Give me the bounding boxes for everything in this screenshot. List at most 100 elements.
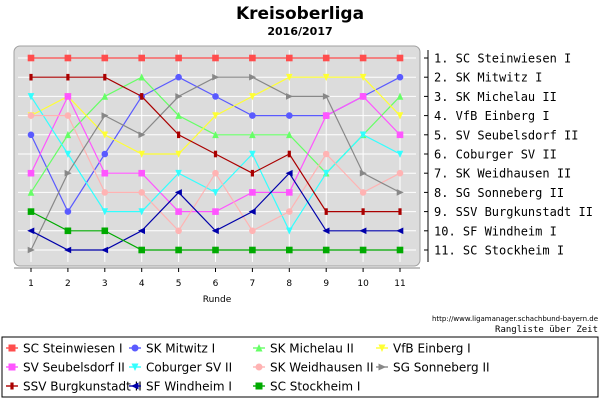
- data-point: [175, 169, 182, 177]
- data-point: [64, 131, 72, 139]
- data-point: [211, 227, 219, 235]
- data-point: [212, 93, 219, 100]
- data-point: [212, 112, 219, 120]
- data-point: [249, 189, 256, 196]
- data-point: [175, 227, 182, 235]
- legend: SC Steinwiesen I SK Mitwitz I SK Michelau …: [6, 342, 490, 394]
- data-point: [101, 208, 109, 216]
- data-point: [359, 227, 367, 235]
- data-point: [286, 54, 293, 62]
- data-point: [140, 93, 144, 100]
- data-point: [359, 93, 367, 100]
- data-point: [249, 246, 256, 254]
- series-8: [27, 73, 404, 254]
- legend-item: SC Steinwiesen I: [6, 342, 123, 356]
- data-point: [286, 131, 293, 139]
- legend-marker: [378, 344, 386, 352]
- data-point: [64, 112, 72, 119]
- data-point: [322, 246, 330, 254]
- data-point: [64, 227, 72, 235]
- legend-marker: [8, 344, 16, 352]
- series-10: [27, 169, 404, 254]
- legend-label: SSV Burgkunstadt II: [23, 380, 142, 394]
- data-point: [138, 54, 145, 62]
- x-tick-label: 1: [28, 279, 34, 289]
- data-point: [27, 188, 35, 196]
- rank-label: 5. SV Seubelsdorf II: [434, 128, 579, 142]
- x-tick-label: 10: [357, 279, 369, 289]
- data-point: [359, 73, 367, 81]
- x-tick-label: 2: [65, 279, 71, 289]
- legend-item: SK Michelau II: [253, 342, 354, 356]
- rank-labels: 1. SC Steinwiesen I 2. SK Mitwitz I 3. S…: [424, 50, 593, 262]
- legend-label: SC Steinwiesen I: [23, 342, 123, 356]
- rank-label: 8. SG Sonneberg II: [434, 186, 564, 200]
- data-point: [249, 227, 256, 235]
- data-point: [322, 93, 330, 100]
- data-point: [286, 227, 293, 235]
- x-tick-label: 3: [102, 279, 108, 289]
- data-point: [396, 150, 404, 158]
- data-point: [396, 73, 404, 81]
- data-point: [101, 131, 109, 139]
- x-tick-label: 11: [394, 279, 405, 289]
- data-point: [29, 73, 33, 81]
- data-point: [396, 246, 404, 254]
- data-point: [212, 73, 220, 81]
- data-point: [175, 73, 182, 81]
- legend-item: VfB Einberg I: [376, 342, 471, 356]
- legend-marker: [255, 344, 263, 352]
- data-point: [177, 131, 181, 139]
- data-point: [286, 93, 294, 100]
- data-point: [138, 131, 146, 139]
- rank-label: 11. SC Stockheim I: [434, 244, 564, 258]
- data-point: [324, 208, 328, 215]
- rank-label: 9. SSV Burgkunstadt II: [434, 205, 593, 219]
- data-point: [27, 246, 35, 254]
- series-4: [27, 73, 404, 158]
- data-point: [64, 208, 72, 215]
- legend-label: SF Windheim I: [146, 380, 232, 394]
- data-point: [212, 54, 219, 62]
- data-point: [101, 189, 109, 196]
- chart-subtitle: 2016/2017: [267, 25, 332, 38]
- rank-label: 4. VfB Einberg I: [434, 109, 550, 123]
- data-point: [138, 169, 145, 177]
- data-point: [27, 208, 35, 215]
- legend-marker: [255, 382, 263, 390]
- data-point: [175, 93, 183, 100]
- legend-item: SK Weidhausen II: [253, 361, 374, 375]
- legend-item: SV Seubelsdorf II: [6, 361, 125, 375]
- footer-label: Rangliste über Zeit: [495, 325, 598, 335]
- series-1: [27, 54, 404, 62]
- legend-label: SV Seubelsdorf II: [23, 361, 125, 375]
- data-point: [64, 93, 72, 100]
- source-url: http://www.ligamanager.schachbund-bayern…: [432, 315, 598, 323]
- data-point: [322, 227, 330, 235]
- series-5: [27, 93, 404, 215]
- data-point: [212, 131, 219, 139]
- data-point: [359, 54, 367, 62]
- data-point: [359, 169, 367, 177]
- legend-label: SG Sonneberg II: [393, 361, 490, 375]
- data-point: [286, 73, 293, 81]
- legend-marker: [10, 382, 14, 390]
- x-tick-label: 5: [176, 279, 182, 289]
- chart-title: Kreisoberliga: [236, 4, 364, 24]
- data-point: [64, 169, 72, 177]
- legend-marker: [378, 363, 386, 371]
- data-point: [175, 111, 182, 119]
- data-point: [66, 73, 70, 81]
- data-point: [359, 131, 367, 139]
- x-axis: 1 2 3 4 5 6 7 8 9 10 11: [14, 267, 420, 289]
- data-point: [101, 54, 109, 62]
- legend-marker: [131, 363, 139, 371]
- legend-item: SK Mitwitz I: [129, 342, 215, 356]
- data-point: [396, 54, 404, 62]
- data-point: [361, 208, 365, 215]
- data-point: [322, 54, 330, 62]
- legend-label: SK Mitwitz I: [146, 342, 215, 356]
- data-point: [322, 150, 330, 158]
- legend-label: SK Michelau II: [270, 342, 354, 356]
